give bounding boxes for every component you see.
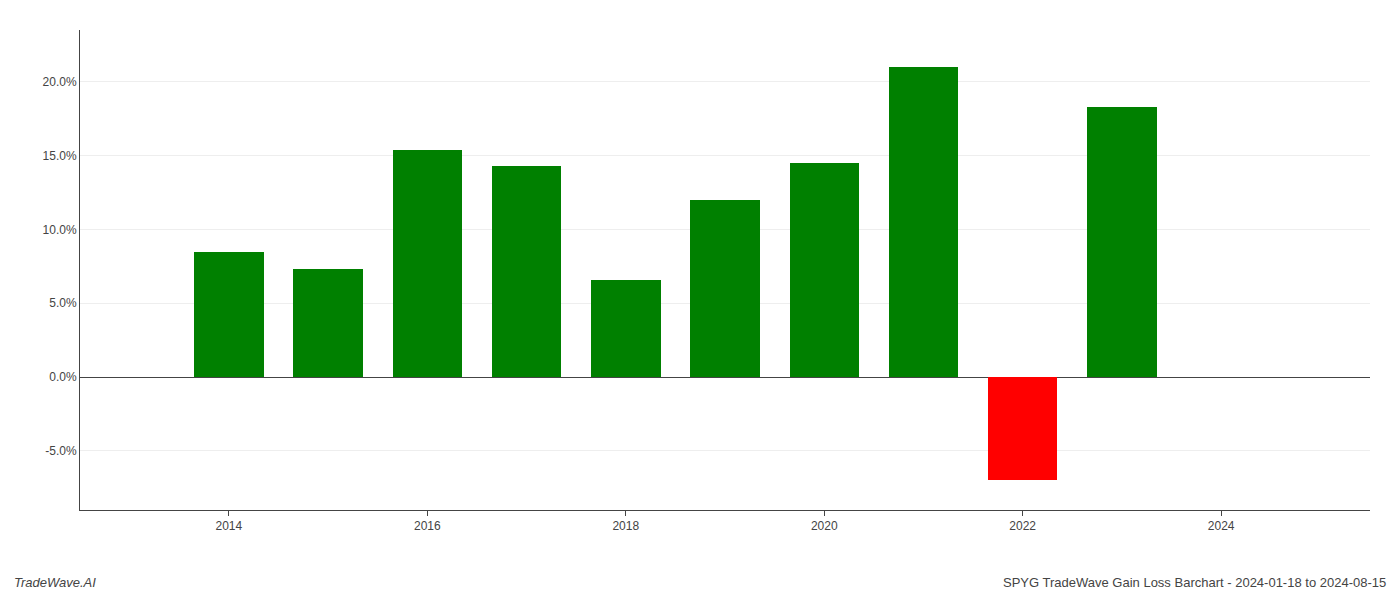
svg-text:15.0%: 15.0% [43,149,77,163]
svg-text:2022: 2022 [1009,519,1036,533]
svg-text:20.0%: 20.0% [43,75,77,89]
svg-text:2020: 2020 [811,519,838,533]
svg-text:2018: 2018 [612,519,639,533]
svg-text:10.0%: 10.0% [43,223,77,237]
svg-text:5.0%: 5.0% [49,296,77,310]
svg-text:-5.0%: -5.0% [45,444,77,458]
svg-text:2024: 2024 [1208,519,1235,533]
svg-text:TradeWave.AI: TradeWave.AI [14,575,96,590]
svg-text:2016: 2016 [414,519,441,533]
svg-text:0.0%: 0.0% [49,370,77,384]
svg-text:2014: 2014 [215,519,242,533]
svg-text:SPYG TradeWave Gain Loss Barch: SPYG TradeWave Gain Loss Barchart - 2024… [1003,575,1386,590]
